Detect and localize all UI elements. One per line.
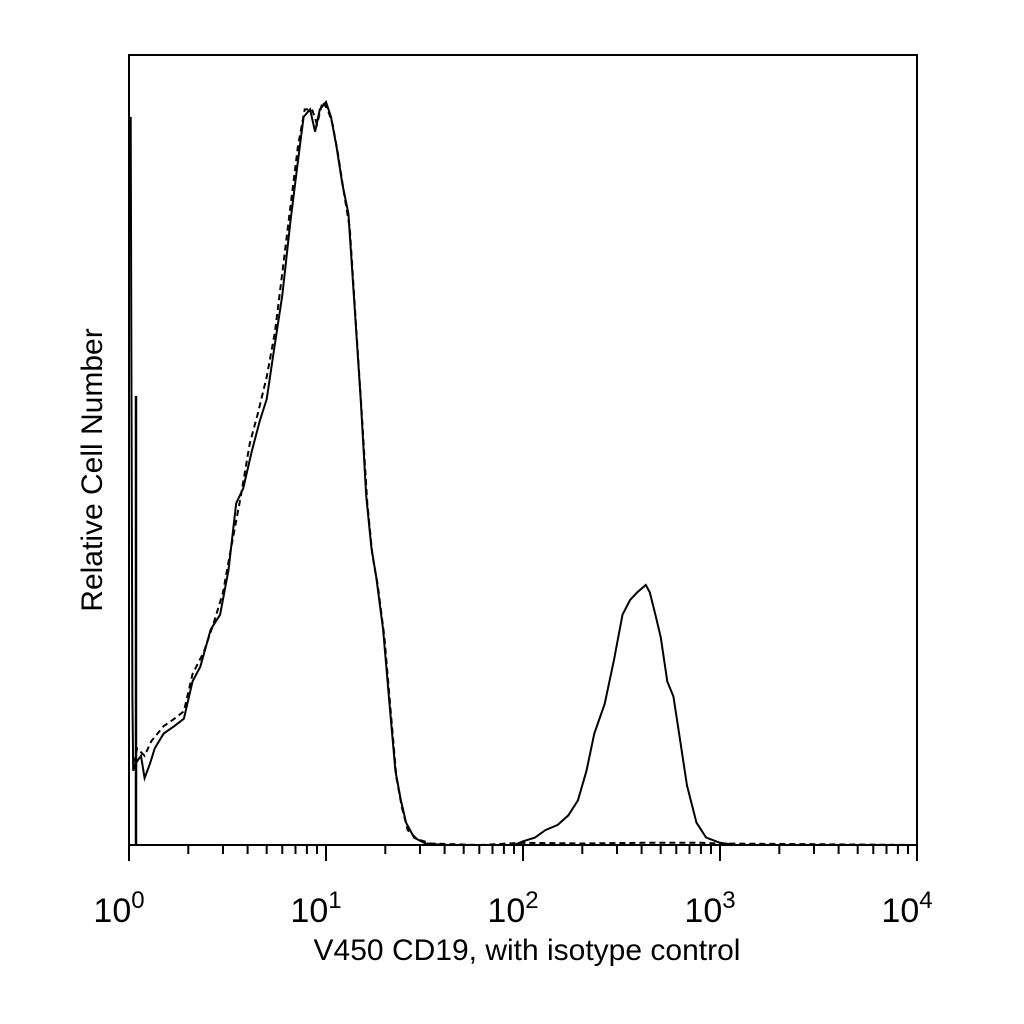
x-axis-ticks <box>128 845 918 861</box>
x-tick-label-base: 10 <box>881 892 919 930</box>
x-tick-label-base: 10 <box>290 892 328 930</box>
x-tick-label-exponent: 2 <box>525 887 538 914</box>
x-tick-label: 101 <box>290 887 341 930</box>
x-tick-label-exponent: 0 <box>131 887 144 914</box>
cd19-histogram <box>129 99 917 846</box>
series-layer <box>129 99 918 847</box>
x-tick-label-base: 10 <box>684 892 722 930</box>
x-tick-label-exponent: 1 <box>328 887 341 914</box>
x-axis-label: V450 CD19, with isotype control <box>314 934 741 967</box>
x-tick-label: 102 <box>487 887 538 930</box>
x-tick-label: 100 <box>93 887 144 930</box>
x-tick-label-exponent: 4 <box>919 887 932 914</box>
x-tick-label: 103 <box>684 887 735 930</box>
x-tick-label-base: 10 <box>93 892 131 930</box>
x-tick-label: 104 <box>881 887 932 930</box>
isotype-control-histogram <box>132 99 918 847</box>
x-tick-label-exponent: 3 <box>722 887 735 914</box>
y-axis-label: Relative Cell Number <box>76 328 109 611</box>
x-tick-label-base: 10 <box>487 892 525 930</box>
x-axis-tick-labels: 100 101 102 103 104 <box>93 887 932 930</box>
plot-frame <box>128 54 918 846</box>
